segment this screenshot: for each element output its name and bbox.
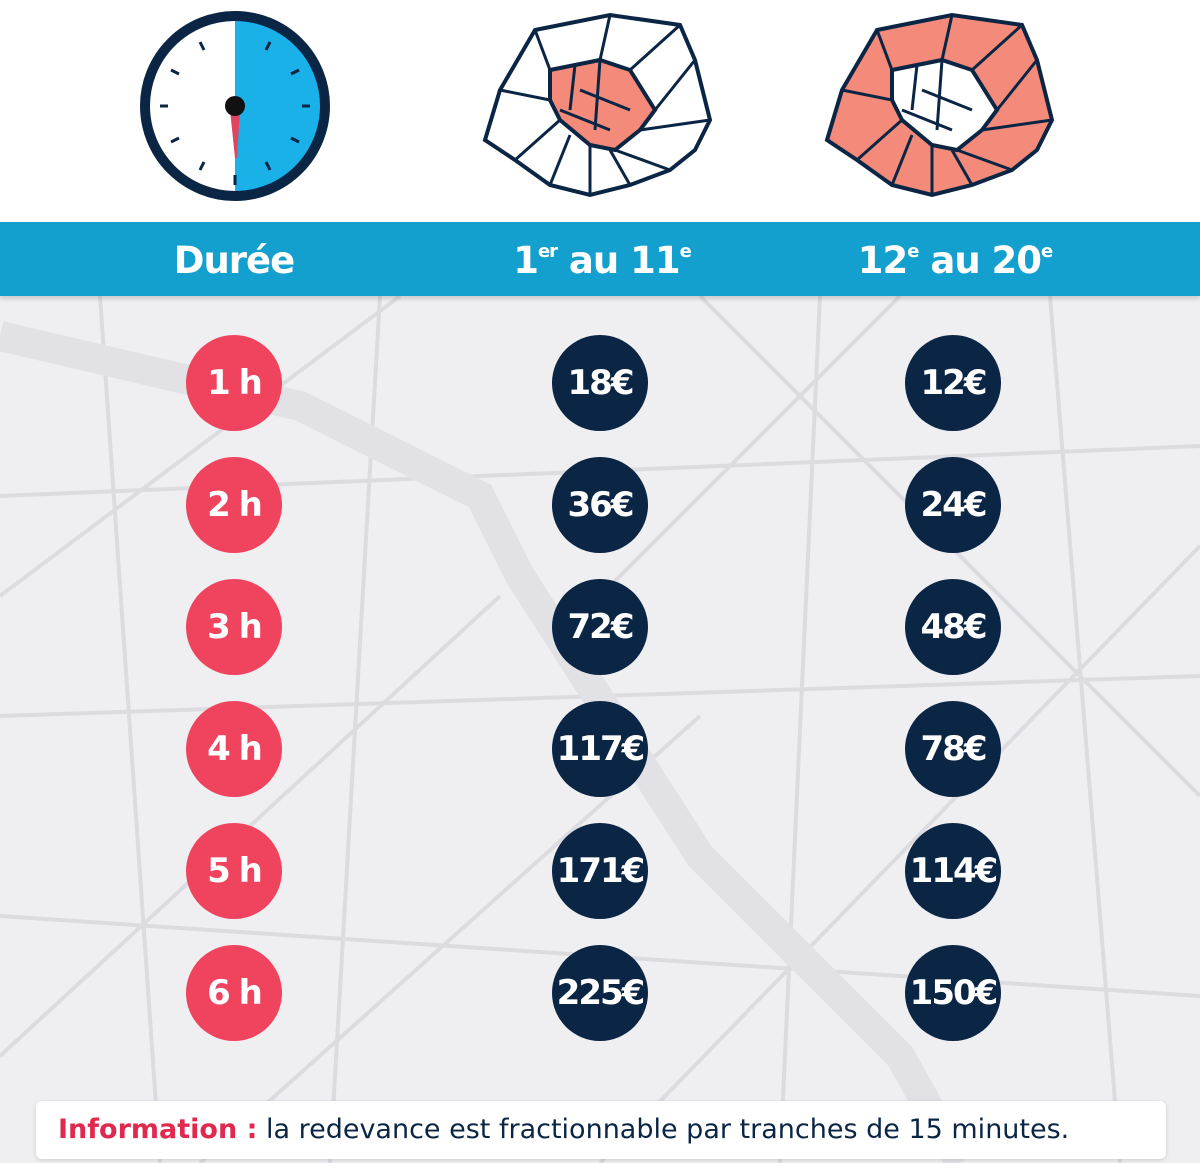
header-duration: Durée (173, 239, 295, 282)
price-zone1-badge: 171€ (552, 823, 648, 919)
header-zone2: 12e au 20e (857, 239, 1054, 282)
duration-badge: 3 h (186, 579, 282, 675)
info-text: la redevance est fractionnable par tranc… (257, 1114, 1070, 1145)
price-zone2-badge: 48€ (905, 579, 1001, 675)
price-zone1-badge: 18€ (552, 335, 648, 431)
price-zone1-badge: 225€ (552, 945, 648, 1041)
price-zone2-badge: 150€ (905, 945, 1001, 1041)
duration-badge: 2 h (186, 457, 282, 553)
map-zone1-icon (482, 12, 713, 198)
price-zone2-badge: 78€ (905, 701, 1001, 797)
clock-icon (140, 11, 330, 201)
table-header: Durée 1er au 11e 12e au 20e (0, 222, 1200, 296)
price-zone1-badge: 36€ (552, 457, 648, 553)
duration-badge: 1 h (186, 335, 282, 431)
price-zone2-badge: 24€ (905, 457, 1001, 553)
duration-badge: 4 h (186, 701, 282, 797)
info-box: Information : la redevance est fractionn… (36, 1101, 1166, 1159)
info-label: Information : (58, 1114, 258, 1145)
header-zone1: 1er au 11e (513, 239, 692, 282)
price-zone1-badge: 117€ (552, 701, 648, 797)
duration-badge: 5 h (186, 823, 282, 919)
duration-badge: 6 h (186, 945, 282, 1041)
map-zone2-icon (824, 12, 1055, 198)
price-zone1-badge: 72€ (552, 579, 648, 675)
icon-row (0, 0, 1200, 222)
price-zone2-badge: 12€ (905, 335, 1001, 431)
price-zone2-badge: 114€ (905, 823, 1001, 919)
